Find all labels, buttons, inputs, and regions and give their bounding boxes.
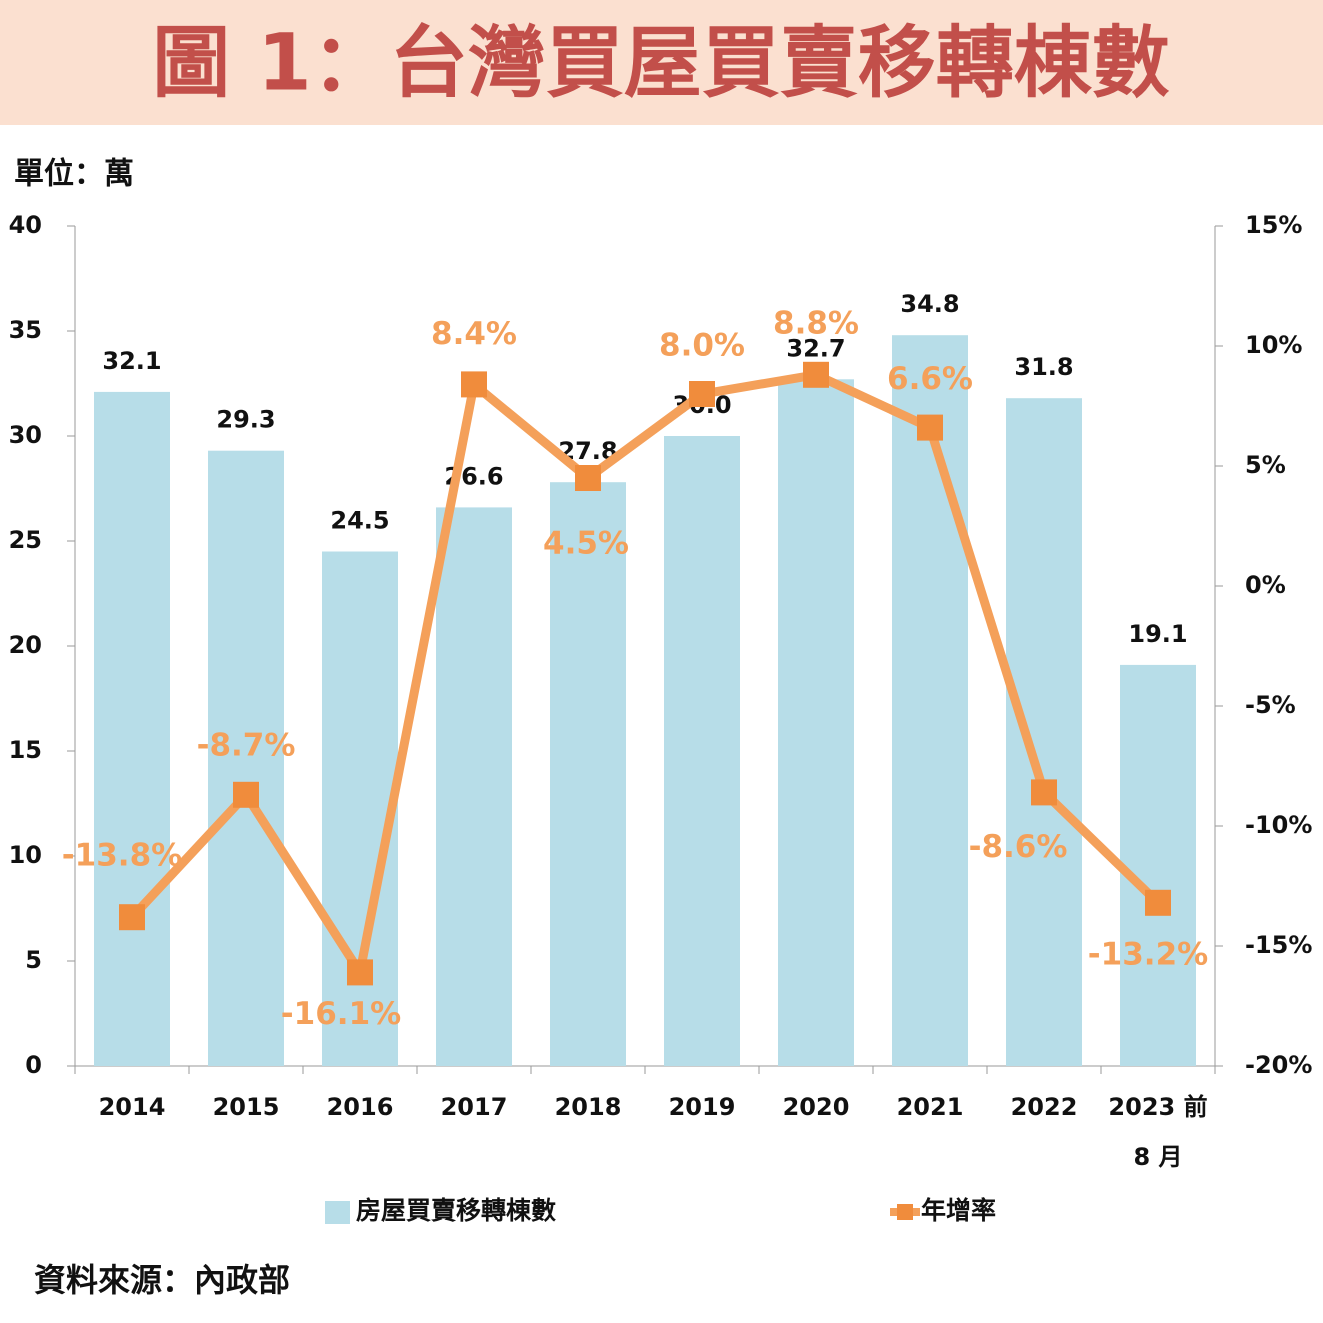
- line-marker: [803, 361, 829, 388]
- bar: [778, 379, 854, 1066]
- bar: [208, 450, 284, 1066]
- line-marker: [119, 904, 145, 931]
- y-tick-label: 25: [9, 526, 42, 554]
- line-marker: [461, 371, 487, 398]
- x-tick-label: 2021: [897, 1093, 964, 1121]
- bar: [1120, 664, 1196, 1066]
- line-value-label: -8.7%: [197, 727, 296, 763]
- x-tick-label: 2018: [555, 1093, 622, 1121]
- bar-value-label: 19.1: [1128, 620, 1187, 648]
- bar: [436, 507, 512, 1066]
- bar-value-label: 34.8: [900, 290, 959, 318]
- bar-value-label: 32.7: [786, 334, 845, 362]
- bar: [550, 482, 626, 1066]
- line-value-label: 8.8%: [773, 305, 859, 341]
- bar: [664, 436, 740, 1066]
- y2-tick-label: 10%: [1245, 331, 1302, 359]
- bar-value-label: 24.5: [330, 507, 389, 535]
- unit-label: 單位：萬: [14, 157, 134, 192]
- line-value-label: -16.1%: [281, 996, 401, 1032]
- bar: [322, 551, 398, 1066]
- y2-tick-label: -15%: [1245, 931, 1312, 959]
- line-marker: [1145, 889, 1171, 916]
- y2-tick-label: -5%: [1245, 691, 1296, 719]
- y-tick-label: 0: [25, 1051, 42, 1079]
- x-tick-label: 2019: [669, 1093, 736, 1121]
- y2-tick-label: -20%: [1245, 1051, 1312, 1079]
- y-tick-label: 30: [9, 421, 42, 449]
- y-tick-label: 5: [25, 946, 42, 974]
- line-value-label: 8.0%: [659, 328, 745, 364]
- legend-label: 年增率: [921, 1196, 996, 1225]
- line-marker: [575, 465, 601, 491]
- chart-title: 圖 1：台灣買屋買賣移轉棟數: [152, 18, 1169, 108]
- y-tick-label: 10: [9, 841, 42, 869]
- bar-value-label: 29.3: [216, 406, 275, 434]
- y-tick-label: 20: [9, 631, 42, 659]
- line-marker: [1031, 779, 1057, 806]
- line-value-label: -8.6%: [969, 829, 1068, 865]
- x-tick-label: 2015: [213, 1093, 280, 1121]
- x-tick-label: 2014: [99, 1093, 166, 1121]
- y2-tick-label: 5%: [1245, 451, 1286, 479]
- x-tick-label: 2017: [441, 1093, 508, 1121]
- line-value-label: -13.8%: [62, 838, 182, 874]
- line: [128, 370, 1162, 977]
- x-tick-label: 2016: [327, 1093, 394, 1121]
- line-marker: [689, 381, 715, 407]
- bar-value-label: 31.8: [1014, 353, 1073, 381]
- x-tick-label: 2022: [1011, 1093, 1078, 1121]
- y2-tick-label: 0%: [1245, 571, 1286, 599]
- line-marker: [347, 959, 373, 986]
- line-marker: [917, 414, 943, 441]
- source-note: 資料來源：內政部: [34, 1261, 290, 1299]
- bar: [892, 335, 968, 1066]
- legend-swatch: [325, 1201, 350, 1224]
- y-tick-label: 35: [9, 316, 42, 344]
- y-tick-label: 40: [9, 211, 42, 239]
- line-value-label: 6.6%: [887, 361, 973, 397]
- bar: [1006, 398, 1082, 1066]
- bar-value-label: 32.1: [102, 347, 161, 375]
- line-marker: [233, 781, 259, 808]
- bar: [94, 391, 170, 1066]
- title-banner: [0, 0, 1323, 125]
- line-value-label: -13.2%: [1088, 936, 1208, 972]
- y-tick-label: 15: [9, 736, 42, 764]
- line-value-label: 8.4%: [431, 316, 517, 352]
- y2-tick-label: -10%: [1245, 811, 1312, 839]
- line-value-label: 4.5%: [543, 526, 629, 562]
- x-tick-label: 2020: [783, 1093, 850, 1121]
- y2-tick-label: 15%: [1245, 211, 1302, 239]
- legend-label: 房屋買賣移轉棟數: [356, 1196, 556, 1225]
- legend-swatch: [897, 1204, 913, 1220]
